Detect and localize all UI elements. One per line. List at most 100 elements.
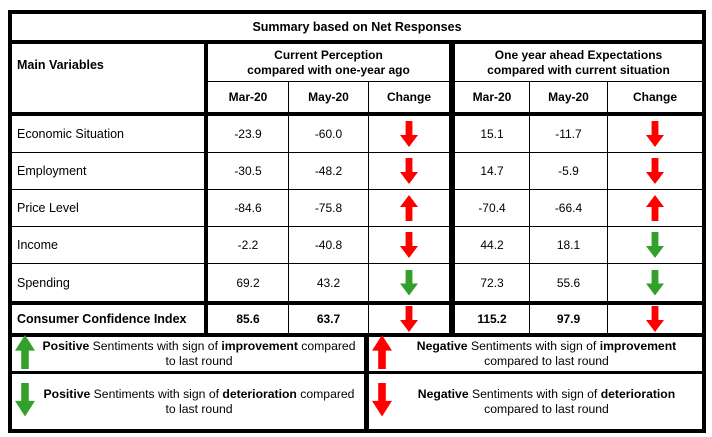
legend-text: Negative Sentiments with sign of deterio… [417,386,676,416]
cp-change-cell [369,227,449,264]
group-divider [449,190,455,227]
table-row-income: Income -2.2 -40.8 44.2 18.1 [12,227,702,264]
legend-cell-negative-improvement: Negative Sentiments with sign of improve… [369,335,702,373]
legend-row: Positive Sentiments with sign of improve… [12,335,702,374]
table-row-employment: Employment -30.5 -48.2 14.7 -5.9 [12,153,702,190]
ex-change-cell [608,305,702,333]
table-row-consumer-confidence-index: Consumer Confidence Index 85.6 63.7 115.… [12,301,702,337]
cp-change-cell [369,264,449,301]
legend-red-down-arrow-icon [372,382,392,417]
cp-change-cell [369,116,449,153]
ex-mar20-value: 44.2 [455,227,530,264]
table-header: Main Variables Current Perception compar… [12,44,702,116]
ex-change-arrow-icon [646,195,664,221]
group-divider [449,44,455,112]
col-header-change-perception: Change [386,90,431,104]
table-row-economic-situation: Economic Situation -23.9 -60.0 15.1 -11.… [12,116,702,153]
cp-mar20-value: -30.5 [208,153,289,190]
row-label: Income [12,227,208,264]
ex-change-cell [608,116,702,153]
legend-row: Positive Sentiments with sign of deterio… [12,374,702,429]
subheader-row-expectations: Mar-20 May-20 Change [455,82,702,112]
cp-mar20-value: -2.2 [208,227,289,264]
ex-may20-value: 97.9 [530,305,608,333]
legend-green-up-arrow-icon [15,335,35,369]
cp-may20-value: -75.8 [289,190,369,227]
legend-cell-positive-deterioration: Positive Sentiments with sign of deterio… [12,374,369,429]
col-header-change-expectations: Change [632,90,677,104]
legend-text: Negative Sentiments with sign of improve… [416,339,677,368]
legend-arrow-holder [372,382,392,421]
ex-change-arrow-icon [646,269,664,296]
ex-may20-value: -66.4 [530,190,608,227]
ex-mar20-value: 15.1 [455,116,530,153]
row-label: Employment [12,153,208,190]
ex-change-arrow-icon [646,232,664,258]
cp-change-arrow-icon [400,121,418,147]
cp-change-arrow-icon [400,306,418,332]
group-divider [449,153,455,190]
cp-may20-value: -60.0 [289,116,369,153]
cp-change-arrow-icon [400,158,418,184]
cp-mar20-value: -23.9 [208,116,289,153]
group-header-current-perception: Current Perception compared with one-yea… [208,44,449,82]
ex-may20-value: -11.7 [530,116,608,153]
cp-mar20-value: 69.2 [208,264,289,301]
cp-change-cell [369,153,449,190]
table-title: Summary based on Net Responses [12,14,702,44]
cp-change-cell [369,190,449,227]
cp-may20-value: -48.2 [289,153,369,190]
legend-arrow-holder [372,335,392,373]
subheader-row-perception: Mar-20 May-20 Change [208,82,449,112]
cp-may20-value: 43.2 [289,264,369,301]
ex-mar20-value: -70.4 [455,190,530,227]
legend-text: Positive Sentiments with sign of improve… [42,339,356,368]
ex-change-cell [608,190,702,227]
group-divider [449,264,455,301]
row-label: Economic Situation [12,116,208,153]
group-header-line1: One year ahead Expectations [494,48,663,62]
group-divider [449,305,455,333]
cp-change-cell [369,305,449,333]
row-label: Price Level [12,190,208,227]
group-header-line2: compared with current situation [487,62,670,77]
col-header-may20-perception: May-20 [289,82,369,112]
ex-mar20-value: 14.7 [455,153,530,190]
ex-mar20-value: 72.3 [455,264,530,301]
summary-table: Summary based on Net Responses Main Vari… [8,10,706,433]
group-header-expectations: One year ahead Expectations compared wit… [455,44,702,82]
col-header-mar20-expectations: Mar-20 [455,82,530,112]
ex-change-arrow-icon [646,158,664,184]
table-row-spending: Spending 69.2 43.2 72.3 55.6 [12,264,702,301]
group-expectations: One year ahead Expectations compared wit… [455,44,702,112]
group-divider [449,227,455,264]
ex-may20-value: -5.9 [530,153,608,190]
ex-may20-value: 55.6 [530,264,608,301]
main-variables-header: Main Variables [12,44,208,112]
cp-may20-value: -40.8 [289,227,369,264]
legend-text: Positive Sentiments with sign of deterio… [43,386,355,416]
legend-cell-negative-deterioration: Negative Sentiments with sign of deterio… [369,374,702,429]
cp-may20-value: 63.7 [289,305,369,333]
legend-arrow-holder [15,335,35,373]
legend-cell-positive-improvement: Positive Sentiments with sign of improve… [12,335,369,373]
table-row-price-level: Price Level -84.6 -75.8 -70.4 -66.4 [12,190,702,227]
ex-change-arrow-icon [646,121,664,147]
group-header-line1: Current Perception [274,48,383,62]
row-label: Consumer Confidence Index [12,305,208,333]
ex-change-cell [608,153,702,190]
ex-change-cell [608,227,702,264]
ex-may20-value: 18.1 [530,227,608,264]
col-header-may20-expectations: May-20 [530,82,608,112]
legend-red-up-arrow-icon [372,335,392,369]
group-divider [449,116,455,153]
ex-change-arrow-icon [646,306,664,332]
group-header-line2: compared with one-year ago [247,62,410,77]
group-current-perception: Current Perception compared with one-yea… [208,44,449,112]
cp-mar20-value: 85.6 [208,305,289,333]
cp-change-arrow-icon [400,195,418,221]
cp-change-arrow-icon [400,232,418,258]
legend-green-down-arrow-icon [15,382,35,417]
ex-change-cell [608,264,702,301]
